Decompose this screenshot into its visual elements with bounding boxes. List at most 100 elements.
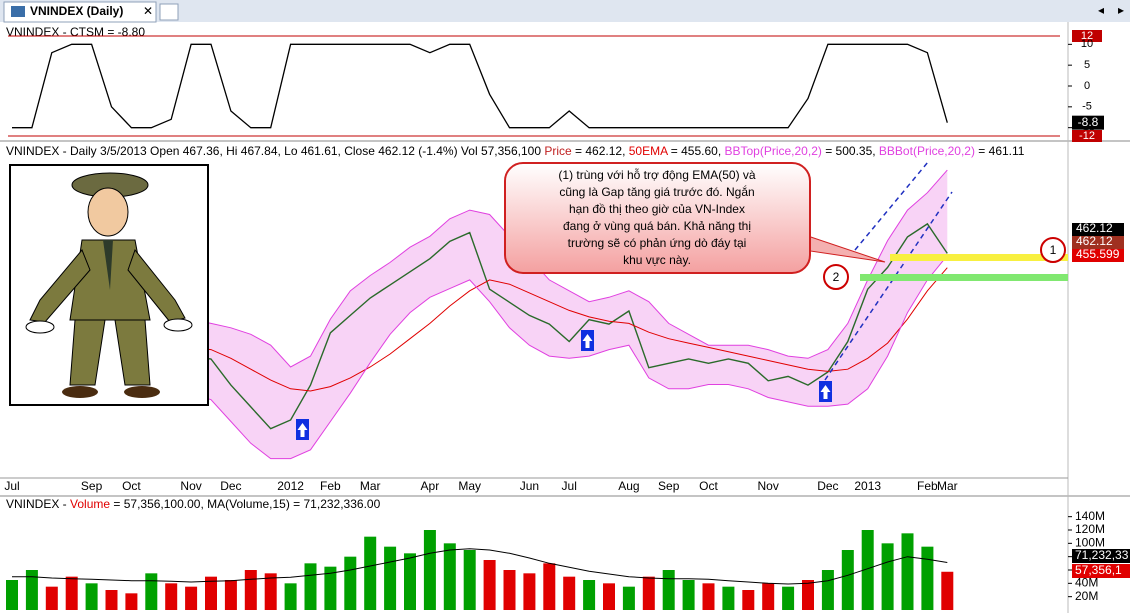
y-tick-label: 40M bbox=[1075, 576, 1098, 590]
volume-bar bbox=[682, 580, 695, 610]
header-part: = 57,356,100.00, MA(Volume,15) = 71,232,… bbox=[110, 497, 381, 511]
y-tick-label: 140M bbox=[1075, 509, 1105, 523]
callout-line: cũng là Gap tăng giá trước đó. Ngắn bbox=[559, 184, 754, 199]
scroll-right[interactable]: ▸ bbox=[1118, 3, 1124, 17]
x-tick-label: Sep bbox=[658, 479, 680, 493]
volume-bar bbox=[722, 586, 735, 610]
ma-line bbox=[12, 548, 948, 585]
volume-bar bbox=[105, 590, 118, 610]
x-tick-label: Mar bbox=[937, 479, 958, 493]
marker-label: 1 bbox=[1050, 243, 1057, 257]
volume-bar bbox=[404, 553, 416, 610]
marker-label: 2 bbox=[833, 270, 840, 284]
volume-bar bbox=[85, 583, 98, 610]
header-part: 50EMA bbox=[629, 144, 668, 158]
callout-line: khu vực này. bbox=[623, 253, 691, 267]
price-box bbox=[1072, 236, 1124, 249]
header-part: BBBot(Price,20,2) bbox=[879, 144, 975, 158]
x-tick-label: Feb bbox=[320, 479, 341, 493]
x-tick-label: Nov bbox=[180, 479, 201, 493]
volume-bar bbox=[483, 560, 496, 610]
x-tick-label: May bbox=[458, 479, 481, 493]
marker-circle bbox=[823, 264, 849, 290]
value-label: -8.8 bbox=[1078, 115, 1099, 129]
volume-bar bbox=[264, 573, 277, 610]
x-tick-label: Jul bbox=[4, 479, 19, 493]
volume-bar bbox=[463, 550, 476, 610]
new-tab[interactable] bbox=[159, 3, 179, 21]
x-tick-label: Nov bbox=[758, 479, 779, 493]
x-tick-label: 2013 bbox=[854, 479, 881, 493]
x-tick-label: Sep bbox=[81, 479, 103, 493]
y-tick-label: 100M bbox=[1075, 536, 1105, 550]
x-tick-label: Oct bbox=[122, 479, 141, 493]
value-box bbox=[1072, 115, 1104, 130]
y-tick-label: 5 bbox=[1084, 59, 1090, 71]
header-part: VNINDEX - Daily 3/5/2013 Open 467.36, Hi… bbox=[6, 144, 544, 158]
y-tick-label: -12 bbox=[1079, 130, 1095, 142]
volume-bar bbox=[921, 546, 934, 610]
price-label: 462.12 bbox=[1076, 221, 1113, 235]
price-label: 462.12 bbox=[1076, 234, 1113, 248]
header-part: = 500.35, bbox=[822, 144, 879, 158]
price-box bbox=[1072, 223, 1124, 236]
volume-bar bbox=[324, 566, 337, 610]
tab-bar bbox=[0, 0, 1130, 22]
x-tick-label: Jun bbox=[520, 479, 539, 493]
pane-header: VNINDEX - CTSM = -8.80 bbox=[6, 25, 145, 39]
x-tick-label: Dec bbox=[817, 479, 838, 493]
volume-bar bbox=[443, 543, 456, 610]
header-part: VNINDEX - bbox=[6, 497, 70, 511]
signal-arrow bbox=[296, 419, 309, 440]
volume-bar bbox=[941, 571, 954, 610]
callout bbox=[504, 162, 811, 274]
y-tick-label: 20M bbox=[1075, 589, 1098, 603]
volume-bar bbox=[742, 590, 755, 610]
price-box bbox=[1072, 249, 1124, 262]
ctsm-line bbox=[12, 43, 948, 129]
channel-line bbox=[824, 191, 953, 381]
volume-bar bbox=[523, 573, 536, 610]
header-part: = 462.12, bbox=[572, 144, 629, 158]
callout-line: đang ở vùng quá bán. Khả năng thị bbox=[563, 219, 751, 233]
volume-bar bbox=[6, 580, 18, 610]
tab-icon bbox=[11, 6, 25, 17]
cartoon bbox=[9, 164, 209, 406]
volume-bar bbox=[503, 570, 516, 610]
limit-box bbox=[1072, 130, 1102, 142]
volume-bar bbox=[185, 586, 198, 610]
volume-bar bbox=[65, 576, 78, 610]
volume-bar bbox=[125, 593, 138, 610]
y-tick-label: 10 bbox=[1081, 38, 1093, 50]
support-band bbox=[860, 274, 1068, 281]
volume-bar bbox=[622, 586, 635, 610]
header-part: = 455.60, bbox=[667, 144, 724, 158]
channel-line bbox=[854, 161, 929, 251]
scroll-left[interactable]: ◂ bbox=[1098, 3, 1104, 17]
value-label: 57,356,1 bbox=[1075, 563, 1122, 577]
volume-bar bbox=[244, 570, 257, 610]
tab-close[interactable]: ✕ bbox=[143, 4, 153, 18]
volume-bar bbox=[861, 530, 874, 610]
header-part: Price bbox=[544, 144, 572, 158]
tab[interactable] bbox=[3, 1, 157, 23]
callout-line: trường sẽ có phản ứng dò đáy tại bbox=[568, 236, 747, 250]
volume-bar bbox=[881, 543, 894, 610]
bollinger-fill bbox=[12, 170, 948, 459]
volume-bar bbox=[583, 580, 596, 610]
volume-bar bbox=[603, 583, 615, 610]
pane-header: VNINDEX - Daily 3/5/2013 Open 467.36, Hi… bbox=[6, 144, 1025, 158]
header-part: Volume bbox=[70, 497, 110, 511]
volume-bar bbox=[782, 586, 795, 610]
volume-bar bbox=[145, 573, 158, 610]
x-tick-label: Dec bbox=[220, 479, 241, 493]
volume-bar bbox=[45, 586, 58, 610]
volume-bar bbox=[384, 546, 397, 610]
volume-bar bbox=[224, 580, 237, 610]
x-tick-label: Feb bbox=[917, 479, 938, 493]
callout-line: hạn đồ thị theo giờ của VN-Index bbox=[569, 202, 745, 216]
value-box bbox=[1072, 564, 1130, 578]
x-tick-label: Apr bbox=[421, 479, 440, 493]
